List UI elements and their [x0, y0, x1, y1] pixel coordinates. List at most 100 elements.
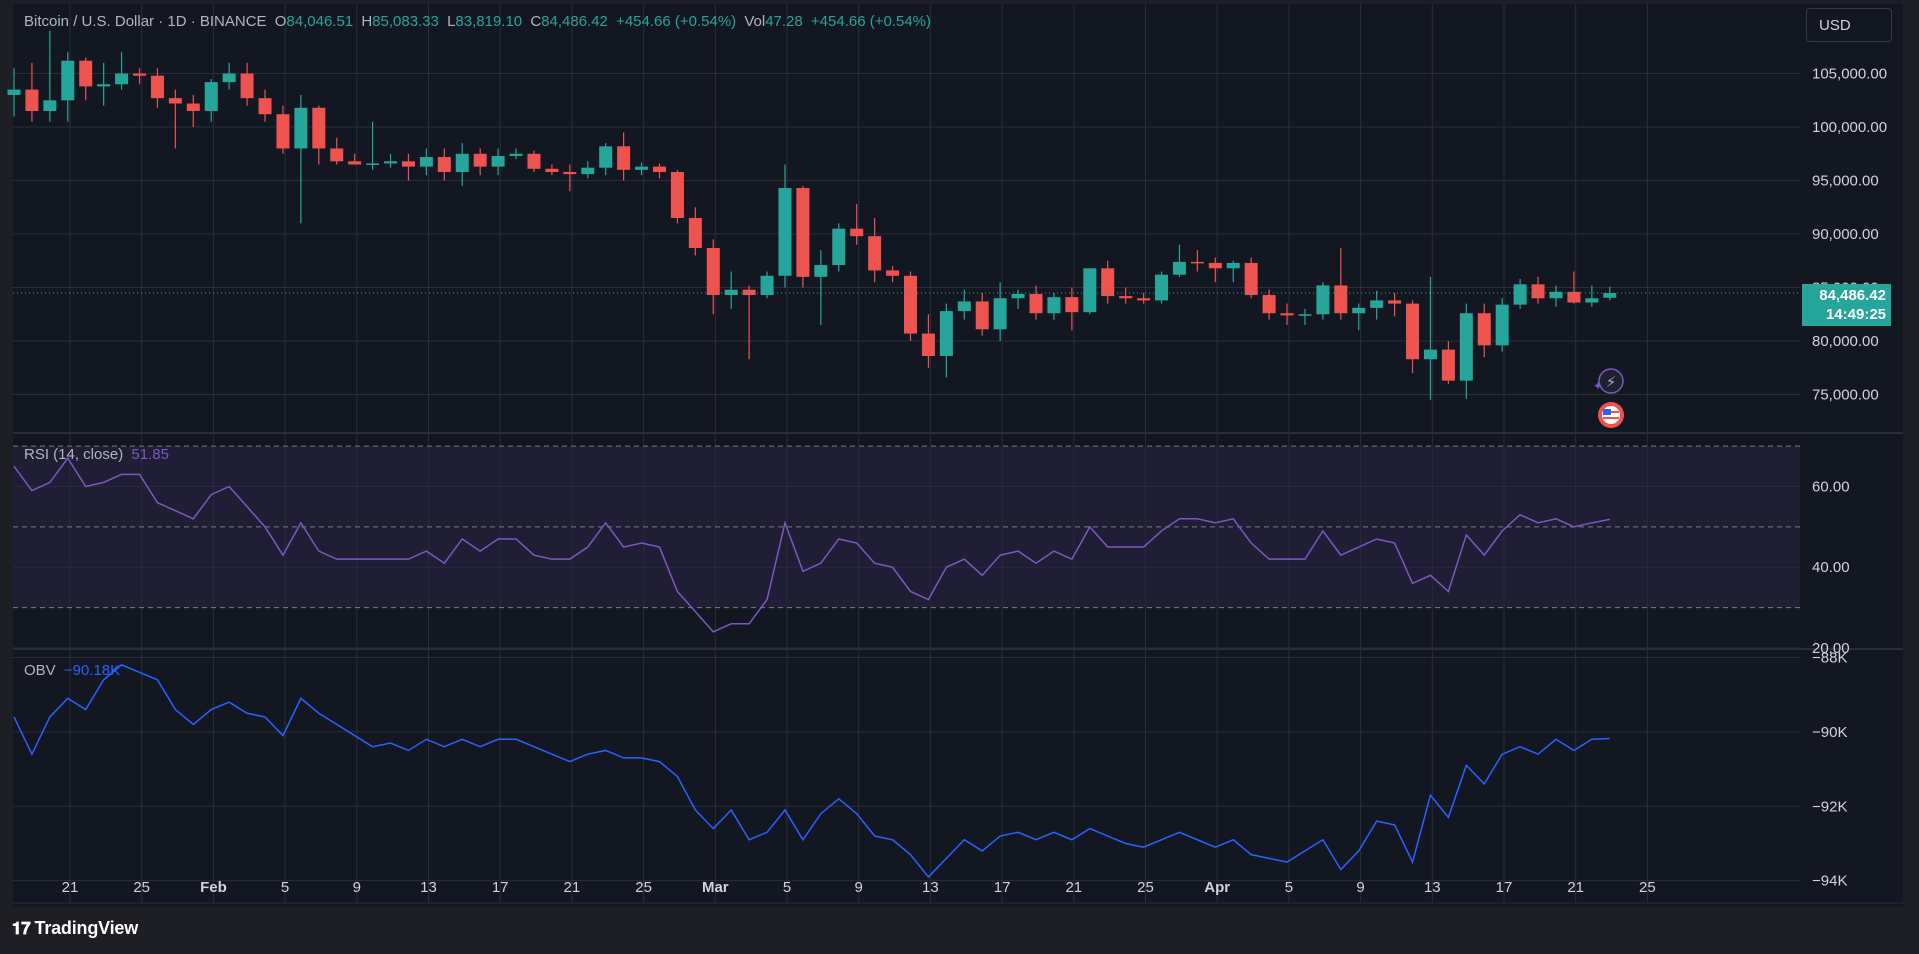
candle-body — [1029, 293, 1043, 314]
candle-body — [276, 114, 290, 149]
candle-body — [150, 75, 164, 99]
x-tick-label: 9 — [353, 879, 361, 896]
candle-body — [742, 289, 756, 296]
candle-body — [1603, 293, 1617, 298]
open-value: 84,046.51 — [286, 13, 354, 30]
flag-canton-icon — [1603, 409, 1611, 415]
x-tick-label: 25 — [635, 879, 652, 896]
x-tick-label: 21 — [1065, 879, 1082, 896]
candle-body — [1083, 268, 1097, 313]
candle-body — [366, 163, 380, 165]
overlay-layer: ⚡✦ — [13, 292, 1800, 428]
obv-legend[interactable]: OBV −90.18K — [24, 662, 124, 680]
candle-body — [1262, 295, 1276, 314]
candle-body — [222, 73, 236, 83]
candle-body — [115, 73, 129, 85]
candle-body — [1388, 300, 1402, 304]
candle-body — [204, 82, 218, 111]
x-tick-label: 25 — [1639, 879, 1656, 896]
candle-body — [1155, 274, 1169, 301]
x-tick-label: 21 — [1567, 879, 1584, 896]
obv-layer — [13, 664, 1610, 879]
rsi-band-layer — [13, 445, 1800, 609]
rsi-tick-label: 20.00 — [1812, 640, 1850, 657]
rsi-legend-value: 51.85 — [131, 446, 169, 463]
x-tick-label: Apr — [1204, 879, 1230, 896]
x-tick-label: 9 — [1356, 879, 1364, 896]
low-value: 83,819.10 — [455, 13, 523, 30]
candle-body — [1567, 291, 1581, 303]
rsi-series-line — [13, 456, 1610, 633]
candle-body — [384, 161, 398, 164]
candle-body — [1011, 293, 1025, 299]
candle-body — [724, 289, 738, 296]
x-tick-label: 25 — [133, 879, 150, 896]
candle-body — [1316, 285, 1330, 315]
candle-body — [921, 333, 935, 357]
x-tick-label: 5 — [1285, 879, 1293, 896]
candle-body — [1119, 296, 1133, 299]
x-tick-label: 17 — [994, 879, 1011, 896]
rsi-legend-label: RSI (14, close) — [24, 446, 124, 463]
candle-body — [43, 100, 57, 111]
candle-body — [1531, 284, 1545, 299]
candle-body — [133, 73, 147, 76]
candle-body — [778, 188, 792, 276]
y-tick-label: 100,000.00 — [1812, 119, 1887, 136]
close-value: 84,486.42 — [541, 13, 608, 30]
symbol-title[interactable]: Bitcoin / U.S. Dollar · 1D · BINANCE — [24, 13, 267, 30]
open-label: O — [274, 13, 287, 30]
bar-countdown: 14:49:25 — [1825, 306, 1886, 323]
candle-body — [1370, 300, 1384, 308]
candle-body — [1172, 261, 1186, 275]
currency-button[interactable]: USD — [1806, 8, 1892, 42]
volume-change-value: +454.66 (+0.54%) — [810, 13, 931, 30]
candle-body — [904, 275, 917, 334]
candle-body — [7, 89, 21, 95]
candle-body — [1352, 307, 1366, 314]
x-tick-label: 9 — [855, 879, 863, 896]
y-tick-label: 105,000.00 — [1812, 66, 1887, 83]
candle-body — [760, 275, 774, 296]
x-tick-label: 5 — [281, 879, 289, 896]
flag-stripe-icon — [1611, 411, 1619, 413]
candle-body — [473, 153, 487, 167]
brand-name: TradingView — [34, 918, 139, 938]
candle-body — [545, 168, 559, 172]
y-tick-label: 95,000.00 — [1812, 173, 1879, 190]
lightning-glyph-icon: ⚡ — [1606, 373, 1617, 391]
candle-body — [97, 84, 111, 87]
x-tick-label: 13 — [922, 879, 939, 896]
last-price-value: 84,486.42 — [1819, 287, 1886, 304]
candle-body — [599, 146, 613, 168]
x-tick-label: 17 — [492, 879, 509, 896]
tradingview-brand[interactable]: 𝟏𝟕 TradingView — [12, 918, 138, 939]
candle-body — [186, 103, 200, 111]
obv-series-line — [13, 664, 1610, 879]
volume-label: Vol — [744, 13, 766, 30]
rsi-tick-label: 40.00 — [1812, 559, 1850, 576]
candle-body — [61, 60, 75, 101]
candle-body — [706, 247, 720, 296]
rsi-legend[interactable]: RSI (14, close) 51.85 — [24, 446, 173, 464]
candle-body — [868, 236, 882, 271]
candle-body — [1190, 261, 1204, 264]
low-label: L — [447, 13, 456, 30]
high-value: 85,083.33 — [372, 13, 439, 30]
candle-body — [527, 153, 541, 169]
candle-body — [688, 218, 702, 248]
candle-body — [1208, 262, 1222, 269]
candle-body — [939, 311, 953, 357]
obv-tick-label: −90K — [1812, 724, 1847, 741]
y-tick-label: 75,000.00 — [1812, 387, 1879, 404]
close-label: C — [530, 13, 542, 30]
candle-body — [455, 153, 469, 172]
candle-body — [1101, 268, 1115, 297]
candle-body — [563, 171, 577, 175]
x-tick-label: 13 — [420, 879, 437, 896]
candle-body — [1226, 262, 1240, 269]
candle-body — [670, 171, 684, 218]
candle-body — [652, 166, 666, 172]
high-label: H — [361, 13, 373, 30]
